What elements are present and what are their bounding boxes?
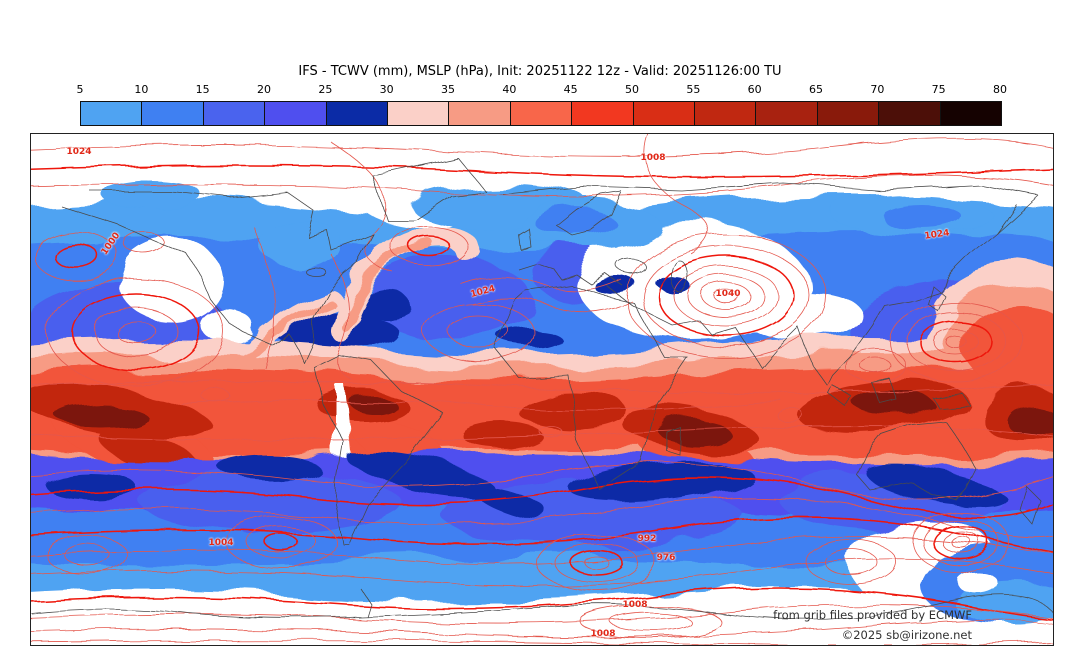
world-map-svg [31, 134, 1053, 645]
pressure-label: 976 [656, 553, 676, 563]
tcwv-fill-layer [31, 144, 1053, 645]
attribution-source: from grib files provided by ECMWF [773, 608, 972, 622]
colorbar-segment [448, 102, 510, 125]
colorbar-tick-label: 30 [379, 83, 394, 96]
colorbar-segment [387, 102, 449, 125]
colorbar [80, 101, 1002, 126]
colorbar-segment [81, 102, 142, 125]
colorbar-tick-labels: 5 10 15 20 25 30 35 40 45 50 55 60 65 70 75 80 [76, 83, 1008, 97]
pressure-label: 1004 [208, 538, 234, 548]
colorbar-segment [632, 102, 695, 125]
colorbar-tick-label: 20 [257, 83, 271, 96]
colorbar-segment [939, 102, 1002, 125]
colorbar-tick-label: 10 [134, 83, 149, 96]
pressure-label: 1040 [715, 289, 741, 299]
colorbar-segment [264, 102, 326, 125]
colorbar-tick-label: 60 [747, 83, 762, 96]
colorbar-tick-label: 70 [870, 83, 885, 96]
colorbar-tick-label: 5 [76, 83, 84, 96]
colorbar-segment [202, 102, 265, 125]
attribution-copyright: ©2025 sb@irizone.net [841, 628, 972, 642]
mslp-contour-layer [31, 134, 1053, 645]
colorbar-tick-label: 15 [195, 83, 210, 96]
colorbar-tick-label: 45 [563, 83, 578, 96]
colorbar-tick-label: 50 [625, 83, 639, 96]
colorbar-segment [325, 102, 388, 125]
colorbar-segment [509, 102, 572, 125]
pressure-label: 992 [637, 534, 657, 544]
colorbar-segment [755, 102, 817, 125]
pressure-label: 1024 [66, 147, 92, 157]
colorbar-tick-label: 25 [318, 83, 333, 96]
pressure-label: 1008 [622, 600, 648, 610]
colorbar-segment [878, 102, 940, 125]
coastline-layer [31, 157, 1053, 621]
chart-title: IFS - TCWV (mm), MSLP (hPa), Init: 20251… [298, 64, 782, 79]
colorbar-tick-label: 55 [686, 83, 701, 96]
colorbar-segment [816, 102, 879, 125]
colorbar-tick-label: 40 [502, 83, 517, 96]
colorbar-tick-label: 65 [809, 83, 823, 96]
colorbar-tick-label: 80 [993, 83, 1007, 96]
colorbar-segment [141, 102, 203, 125]
colorbar-tick-label: 75 [931, 83, 946, 96]
pressure-label: 1008 [640, 153, 666, 163]
colorbar-segment [694, 102, 756, 125]
pressure-label: 1008 [590, 629, 616, 639]
colorbar-segment [571, 102, 633, 125]
colorbar-tick-label: 35 [441, 83, 455, 96]
map-panel: 1024 1008 1024 1000 1024 1040 1004 992 976 1008 10… [30, 133, 1054, 646]
